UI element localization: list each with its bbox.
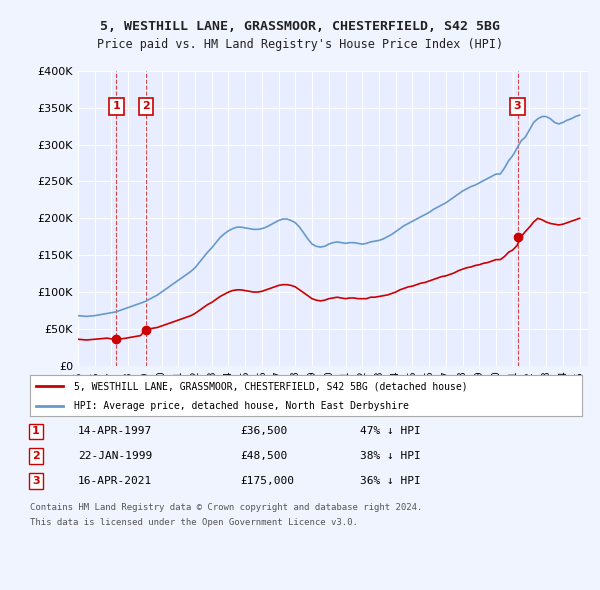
Text: 5, WESTHILL LANE, GRASSMOOR, CHESTERFIELD, S42 5BG (detached house): 5, WESTHILL LANE, GRASSMOOR, CHESTERFIEL… — [74, 381, 468, 391]
Text: HPI: Average price, detached house, North East Derbyshire: HPI: Average price, detached house, Nort… — [74, 401, 409, 411]
Text: 22-JAN-1999: 22-JAN-1999 — [78, 451, 152, 461]
Text: 3: 3 — [514, 101, 521, 111]
Text: 5, WESTHILL LANE, GRASSMOOR, CHESTERFIELD, S42 5BG: 5, WESTHILL LANE, GRASSMOOR, CHESTERFIEL… — [100, 20, 500, 33]
Text: 2: 2 — [32, 451, 40, 461]
Text: 14-APR-1997: 14-APR-1997 — [78, 427, 152, 436]
Text: 47% ↓ HPI: 47% ↓ HPI — [360, 427, 421, 436]
Text: 1: 1 — [32, 427, 40, 436]
Text: 38% ↓ HPI: 38% ↓ HPI — [360, 451, 421, 461]
Text: 3: 3 — [32, 476, 40, 486]
Text: 36% ↓ HPI: 36% ↓ HPI — [360, 476, 421, 486]
Text: £175,000: £175,000 — [240, 476, 294, 486]
Text: Price paid vs. HM Land Registry's House Price Index (HPI): Price paid vs. HM Land Registry's House … — [97, 38, 503, 51]
Text: £48,500: £48,500 — [240, 451, 287, 461]
Text: This data is licensed under the Open Government Licence v3.0.: This data is licensed under the Open Gov… — [30, 518, 358, 527]
Text: Contains HM Land Registry data © Crown copyright and database right 2024.: Contains HM Land Registry data © Crown c… — [30, 503, 422, 513]
Text: 2: 2 — [142, 101, 150, 111]
Text: 16-APR-2021: 16-APR-2021 — [78, 476, 152, 486]
Text: 1: 1 — [112, 101, 120, 111]
Text: £36,500: £36,500 — [240, 427, 287, 436]
